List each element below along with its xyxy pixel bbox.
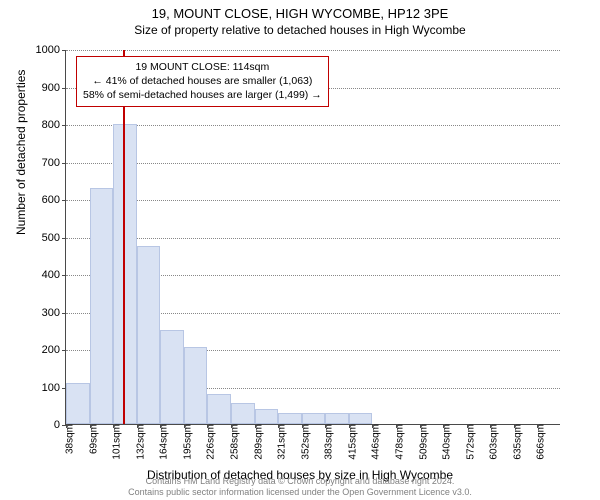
page-subtitle: Size of property relative to detached ho… [0, 21, 600, 37]
x-tick-label: 101sqm [108, 424, 123, 460]
y-tick-label: 800 [42, 119, 66, 131]
gridline [66, 125, 560, 126]
histogram-bar [90, 188, 114, 424]
gridline [66, 238, 560, 239]
x-tick-label: 383sqm [320, 424, 335, 460]
y-tick-label: 100 [42, 382, 66, 394]
x-tick-label: 321sqm [273, 424, 288, 460]
plot-region: 0100200300400500600700800900100038sqm69s… [65, 50, 560, 425]
x-tick-label: 289sqm [249, 424, 264, 460]
y-tick-label: 300 [42, 307, 66, 319]
histogram-bar [231, 403, 255, 424]
page-title: 19, MOUNT CLOSE, HIGH WYCOMBE, HP12 3PE [0, 0, 600, 21]
annotation-line: 58% of semi-detached houses are larger (… [83, 88, 322, 102]
gridline [66, 200, 560, 201]
x-tick-label: 258sqm [226, 424, 241, 460]
histogram-bar [278, 413, 302, 424]
y-tick-label: 200 [42, 344, 66, 356]
x-tick-label: 132sqm [131, 424, 146, 460]
histogram-bar [137, 246, 161, 424]
histogram-bar [325, 413, 349, 424]
footer-line-1: Contains HM Land Registry data © Crown c… [0, 476, 600, 487]
histogram-bar [184, 347, 208, 424]
x-tick-label: 540sqm [438, 424, 453, 460]
annotation-line: ← 41% of detached houses are smaller (1,… [83, 74, 322, 88]
histogram-bar [349, 413, 373, 424]
y-tick-label: 400 [42, 269, 66, 281]
x-tick-label: 164sqm [155, 424, 170, 460]
y-tick-label: 600 [42, 194, 66, 206]
gridline [66, 163, 560, 164]
histogram-chart: 0100200300400500600700800900100038sqm69s… [65, 50, 560, 425]
x-tick-label: 478sqm [391, 424, 406, 460]
y-tick-label: 1000 [36, 44, 66, 56]
x-tick-label: 415sqm [343, 424, 358, 460]
footer-line-2: Contains public sector information licen… [0, 487, 600, 498]
annotation-line: 19 MOUNT CLOSE: 114sqm [83, 60, 322, 74]
y-tick-label: 500 [42, 232, 66, 244]
histogram-bar [207, 394, 231, 424]
x-tick-label: 69sqm [84, 424, 99, 454]
x-tick-label: 195sqm [178, 424, 193, 460]
y-tick-label: 900 [42, 82, 66, 94]
y-axis-label: Number of detached properties [14, 70, 28, 235]
x-tick-label: 446sqm [367, 424, 382, 460]
x-tick-label: 603sqm [485, 424, 500, 460]
x-tick-label: 635sqm [508, 424, 523, 460]
annotation-box: 19 MOUNT CLOSE: 114sqm← 41% of detached … [76, 56, 329, 107]
x-tick-label: 666sqm [532, 424, 547, 460]
attribution-footer: Contains HM Land Registry data © Crown c… [0, 476, 600, 499]
x-tick-label: 38sqm [61, 424, 76, 454]
x-tick-label: 509sqm [414, 424, 429, 460]
histogram-bar [66, 383, 90, 424]
y-tick-label: 700 [42, 157, 66, 169]
histogram-bar [255, 409, 279, 424]
x-tick-label: 226sqm [202, 424, 217, 460]
x-tick-label: 352sqm [296, 424, 311, 460]
x-tick-label: 572sqm [461, 424, 476, 460]
histogram-bar [302, 413, 326, 424]
histogram-bar [160, 330, 184, 424]
gridline [66, 50, 560, 51]
